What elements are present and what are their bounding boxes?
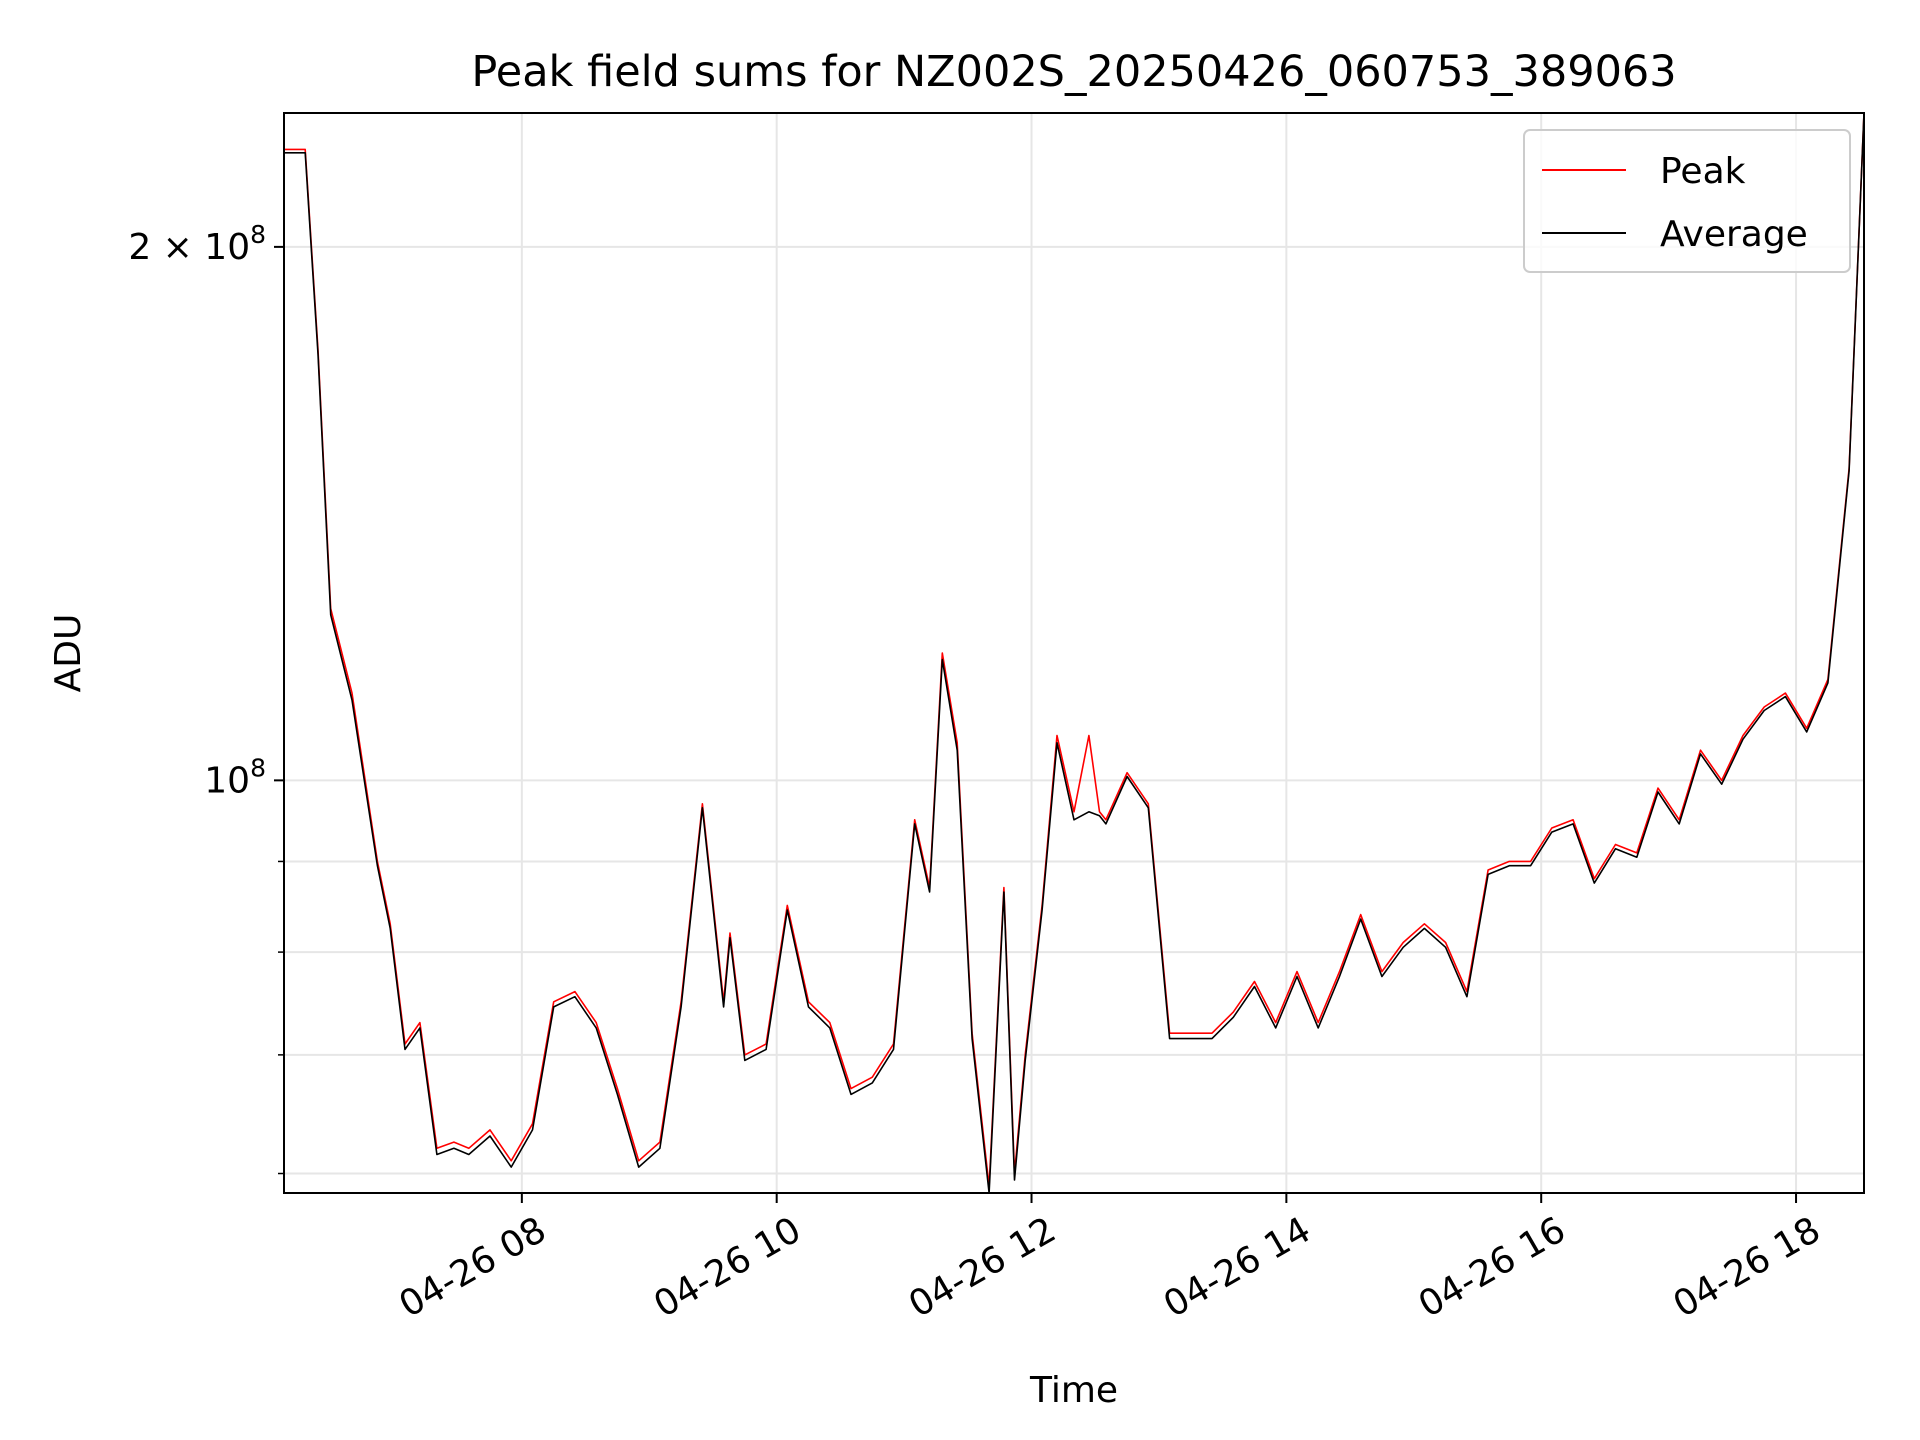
y-tick-label-exponent: 8 — [250, 753, 266, 782]
y-tick-label: 108 — [204, 753, 266, 801]
y-tick-label: 2 × 108 — [128, 220, 266, 268]
legend-box — [1523, 129, 1851, 273]
y-tick-label-exponent: 8 — [250, 220, 266, 249]
legend-label-peak: Peak — [1660, 151, 1746, 192]
plot-frame — [283, 112, 1865, 1194]
chart-title: Peak field sums for NZ002S_20250426_0607… — [471, 47, 1676, 97]
y-tick-label-base: 2 × 10 — [128, 227, 250, 268]
y-tick-label-base: 10 — [204, 760, 250, 801]
series-lines — [284, 112, 1865, 1194]
y-axis-label: ADU — [48, 614, 89, 693]
legend: Peak Average — [1523, 129, 1851, 273]
grid-lines — [284, 113, 1864, 1193]
series-line-average — [284, 112, 1865, 1194]
x-axis-label: Time — [1029, 1370, 1118, 1411]
legend-label-average: Average — [1660, 214, 1808, 255]
